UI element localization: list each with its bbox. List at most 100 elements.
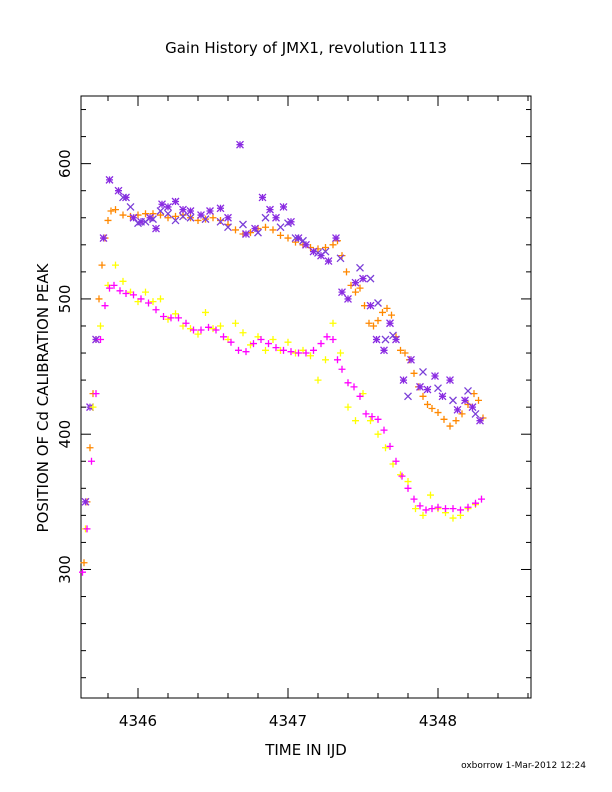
data-point (392, 335, 400, 344)
data-point (172, 310, 179, 318)
data-point (404, 484, 412, 492)
data-point (412, 505, 419, 513)
data-point (216, 217, 225, 226)
data-point (272, 344, 280, 352)
data-point (186, 207, 195, 215)
x-axis-label: TIME IN IJD (264, 741, 347, 759)
data-point (157, 295, 164, 303)
data-point (386, 442, 394, 450)
data-point (160, 313, 167, 321)
data-point (110, 281, 118, 289)
data-point (224, 223, 232, 232)
data-point (86, 444, 94, 452)
data-point (314, 248, 322, 257)
y-axis-label: POSITION OF Cd CALIBRATION PEAK (34, 262, 52, 532)
data-point (381, 335, 390, 344)
data-point (217, 216, 224, 224)
data-point (468, 403, 477, 412)
data-point (428, 404, 436, 412)
data-point (344, 403, 352, 411)
data-point (428, 505, 436, 513)
data-point (126, 202, 135, 211)
data-point (404, 478, 412, 486)
data-point (262, 346, 269, 354)
data-point (261, 213, 270, 222)
data-point (302, 349, 310, 357)
data-point (389, 331, 397, 340)
data-point (129, 213, 138, 222)
data-point (197, 326, 205, 334)
data-point (464, 386, 472, 395)
data-point (419, 392, 427, 400)
data-point (79, 568, 86, 576)
data-point (295, 349, 302, 357)
data-point (449, 505, 457, 513)
data-point (476, 416, 484, 425)
data-point (105, 175, 114, 184)
data-point (279, 202, 288, 211)
data-point (461, 396, 469, 405)
data-point (366, 301, 375, 310)
data-point (458, 410, 466, 418)
data-point (266, 205, 274, 214)
data-point (130, 291, 137, 299)
data-point (309, 247, 318, 256)
data-point (158, 200, 166, 209)
data-point (182, 319, 190, 327)
data-point (397, 471, 404, 479)
data-point (410, 369, 418, 377)
data-point (471, 409, 480, 418)
data-point (257, 336, 265, 344)
data-point (137, 217, 145, 226)
data-point (338, 365, 346, 373)
data-point (190, 326, 197, 334)
data-point (329, 336, 337, 344)
data-point (379, 308, 386, 316)
data-point (299, 236, 307, 245)
series-4 (79, 281, 485, 576)
data-point (344, 379, 352, 387)
data-point (294, 234, 303, 243)
data-point (424, 400, 431, 408)
data-point (388, 311, 395, 319)
data-point (452, 417, 460, 425)
data-point (449, 396, 457, 405)
data-point (446, 376, 454, 385)
data-point (112, 261, 119, 269)
data-point (361, 302, 368, 310)
data-point (407, 355, 415, 364)
data-point (272, 213, 280, 222)
data-point (416, 382, 424, 391)
data-point (397, 346, 404, 354)
data-point (356, 392, 364, 400)
data-point (106, 284, 113, 292)
data-point (380, 346, 388, 355)
data-point (423, 385, 432, 394)
data-point (470, 390, 478, 398)
data-point (194, 330, 202, 338)
data-point (356, 263, 364, 272)
data-point (101, 302, 109, 310)
data-point (201, 215, 210, 224)
data-point (250, 340, 257, 348)
chart-title: Gain History of JMX1, revolution 1113 (165, 39, 447, 57)
data-point (119, 211, 127, 219)
data-point (372, 335, 381, 344)
data-point (334, 356, 341, 364)
data-point (149, 210, 157, 218)
data-point (171, 197, 180, 206)
data-point (284, 219, 292, 228)
data-point (292, 238, 299, 246)
data-point (442, 505, 449, 513)
data-point (324, 257, 333, 266)
y-tick-label: 300 (56, 555, 74, 584)
data-point (399, 376, 408, 385)
data-point (157, 211, 164, 219)
data-point (370, 322, 377, 330)
data-point (235, 346, 242, 354)
data-point (352, 288, 359, 296)
data-point (251, 224, 259, 233)
data-point (239, 329, 247, 337)
data-point (284, 234, 292, 242)
